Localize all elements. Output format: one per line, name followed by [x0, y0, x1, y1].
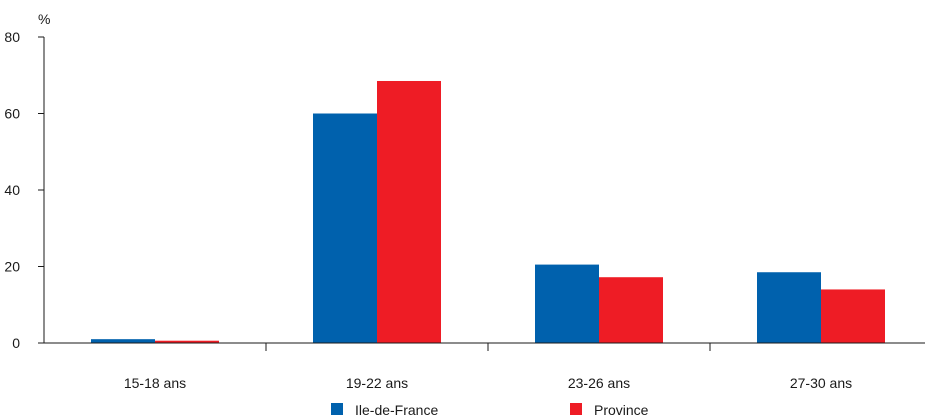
legend-swatch	[331, 403, 343, 415]
x-tick-label: 19-22 ans	[346, 375, 408, 391]
bar-ile-de-france-3	[535, 265, 599, 343]
legend: Ile-de-France Province	[331, 402, 649, 418]
y-axis-unit-label: %	[38, 11, 50, 27]
y-tick-label: 40	[4, 182, 20, 198]
bar-province-3	[599, 277, 663, 343]
legend-label: Province	[594, 402, 649, 418]
bar-province-2	[377, 81, 441, 343]
y-tick-label: 20	[4, 259, 20, 275]
bars-group	[91, 81, 885, 343]
y-tick-label: 80	[4, 29, 20, 45]
y-tick-label: 60	[4, 106, 20, 122]
bar-ile-de-france-2	[313, 114, 377, 344]
x-tick-label: 27-30 ans	[790, 375, 852, 391]
y-tick-label: 0	[12, 335, 20, 351]
x-tick-label: 23-26 ans	[568, 375, 630, 391]
legend-swatch	[570, 403, 582, 415]
bar-ile-de-france-1	[91, 339, 155, 343]
y-axis-ticks: 0 20 40 60 80	[4, 29, 44, 351]
x-tick-label: 15-18 ans	[124, 375, 186, 391]
bar-ile-de-france-4	[757, 272, 821, 343]
x-axis-ticks: 15-18 ans 19-22 ans 23-26 ans 27-30 ans	[124, 343, 852, 391]
legend-label: Ile-de-France	[355, 402, 438, 418]
bar-province-4	[821, 289, 885, 343]
